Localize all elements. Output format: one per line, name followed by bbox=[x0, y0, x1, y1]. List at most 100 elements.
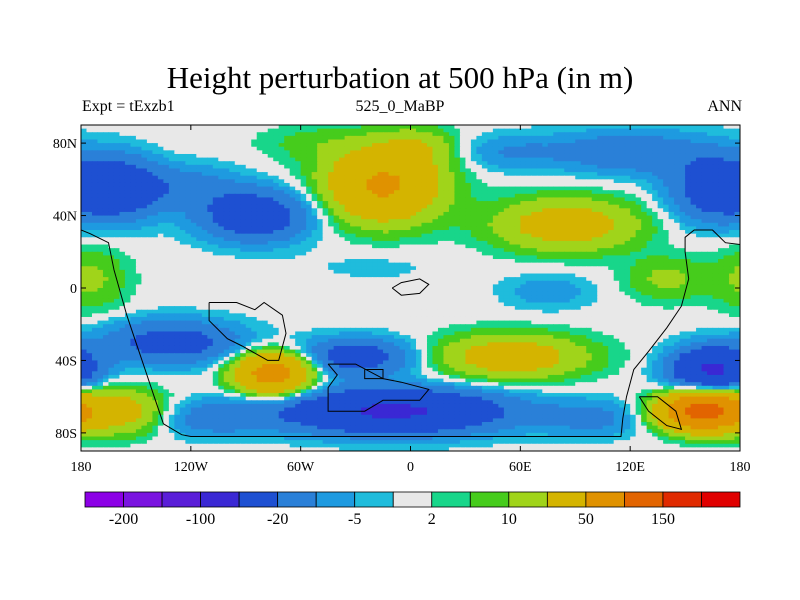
field-cell bbox=[251, 262, 258, 267]
field-cell bbox=[718, 201, 725, 206]
field-cell bbox=[135, 226, 143, 231]
field-cell bbox=[613, 233, 620, 238]
field-cell bbox=[317, 179, 324, 184]
field-cell bbox=[437, 150, 445, 155]
field-cell bbox=[415, 179, 423, 184]
field-cell bbox=[701, 139, 708, 144]
field-cell bbox=[679, 201, 686, 206]
field-cell bbox=[399, 201, 406, 206]
field-cell bbox=[262, 150, 269, 155]
field-cell bbox=[124, 153, 132, 159]
field-cell bbox=[108, 208, 115, 213]
field-cell bbox=[525, 208, 532, 213]
field-cell bbox=[234, 153, 241, 159]
field-cell bbox=[157, 197, 164, 202]
field-cell bbox=[322, 222, 329, 228]
field-cell bbox=[503, 190, 510, 195]
field-cell bbox=[454, 251, 461, 256]
field-cell bbox=[525, 193, 532, 199]
field-cell bbox=[394, 219, 401, 224]
field-cell bbox=[130, 262, 137, 267]
field-cell bbox=[81, 255, 88, 260]
field-cell bbox=[350, 208, 357, 213]
field-cell bbox=[306, 255, 313, 260]
field-cell bbox=[141, 182, 148, 188]
field-cell bbox=[97, 215, 104, 220]
field-cell bbox=[624, 197, 631, 202]
field-cell bbox=[251, 193, 258, 199]
field-cell bbox=[333, 172, 340, 177]
field-cell bbox=[415, 175, 423, 180]
field-cell bbox=[619, 204, 626, 209]
field-cell bbox=[394, 233, 401, 238]
field-cell bbox=[383, 161, 390, 166]
field-cell bbox=[372, 150, 379, 155]
field-cell bbox=[405, 190, 412, 195]
field-cell bbox=[668, 139, 675, 144]
field-cell bbox=[212, 244, 219, 249]
field-cell bbox=[498, 226, 505, 231]
field-cell bbox=[223, 132, 230, 137]
field-cell bbox=[641, 237, 648, 242]
field-cell bbox=[405, 226, 412, 231]
field-cell bbox=[448, 197, 456, 202]
field-cell bbox=[361, 233, 368, 238]
field-cell bbox=[179, 208, 186, 213]
field-cell bbox=[295, 222, 302, 228]
field-cell bbox=[657, 237, 664, 242]
field-cell bbox=[426, 248, 434, 253]
field-cell bbox=[591, 233, 598, 238]
field-cell bbox=[608, 146, 615, 151]
field-cell bbox=[344, 237, 351, 242]
field-cell bbox=[333, 233, 340, 238]
field-cell bbox=[113, 201, 121, 206]
field-cell bbox=[498, 259, 505, 264]
field-cell bbox=[448, 222, 456, 228]
field-cell bbox=[580, 211, 587, 217]
field-cell bbox=[602, 168, 609, 173]
field-cell bbox=[454, 143, 461, 148]
field-cell bbox=[443, 248, 450, 253]
field-cell bbox=[306, 269, 313, 275]
field-cell bbox=[718, 219, 725, 224]
field-cell bbox=[503, 125, 510, 130]
field-cell bbox=[415, 259, 423, 264]
field-cell bbox=[575, 240, 582, 246]
field-cell bbox=[426, 244, 434, 249]
field-cell bbox=[685, 139, 692, 144]
field-cell bbox=[426, 161, 434, 166]
field-cell bbox=[251, 259, 258, 264]
field-cell bbox=[718, 135, 725, 141]
field-cell bbox=[690, 266, 697, 271]
field-cell bbox=[641, 143, 648, 148]
field-cell bbox=[712, 226, 719, 231]
field-cell bbox=[229, 273, 236, 278]
field-cell bbox=[646, 190, 653, 195]
field-cell bbox=[465, 150, 472, 155]
field-cell bbox=[322, 262, 329, 267]
field-cell bbox=[701, 190, 708, 195]
field-cell bbox=[663, 150, 670, 155]
field-cell bbox=[619, 157, 626, 162]
field-cell bbox=[520, 248, 527, 253]
field-cell bbox=[388, 262, 395, 267]
field-cell bbox=[503, 244, 510, 249]
field-cell bbox=[558, 259, 565, 264]
field-cell bbox=[284, 248, 291, 253]
field-cell bbox=[707, 201, 714, 206]
field-cell bbox=[344, 222, 351, 228]
field-cell bbox=[361, 244, 368, 249]
field-cell bbox=[580, 157, 587, 162]
field-cell bbox=[366, 186, 373, 191]
field-cell bbox=[613, 208, 620, 213]
field-cell bbox=[185, 128, 192, 133]
field-cell bbox=[240, 139, 247, 144]
field-cell bbox=[509, 255, 516, 260]
field-cell bbox=[168, 237, 175, 242]
field-cell bbox=[646, 182, 653, 188]
field-cell bbox=[674, 244, 681, 249]
field-cell bbox=[553, 251, 560, 256]
field-cell bbox=[311, 230, 318, 235]
field-cell bbox=[81, 208, 88, 213]
field-cell bbox=[718, 139, 725, 144]
